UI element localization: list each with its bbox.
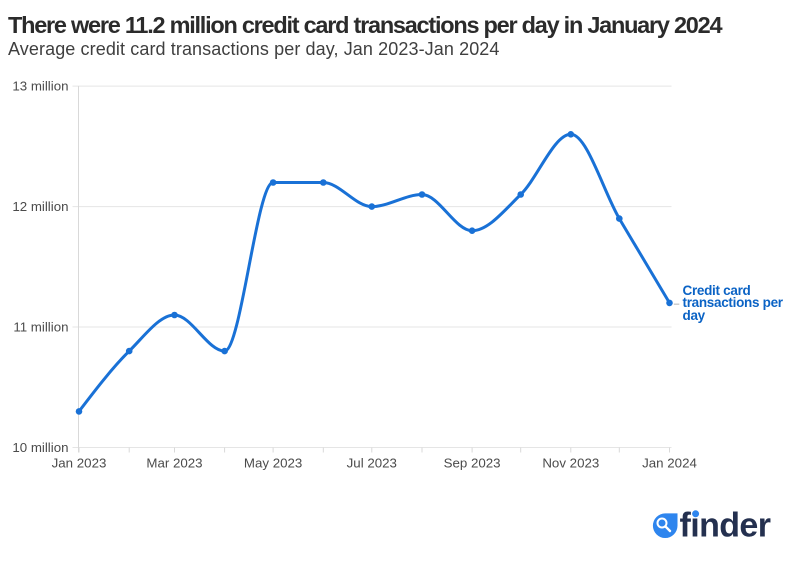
svg-text:May 2023: May 2023	[244, 456, 302, 471]
svg-text:12 million: 12 million	[12, 199, 68, 214]
svg-text:10 million: 10 million	[12, 440, 68, 455]
svg-text:Nov 2023: Nov 2023	[542, 456, 599, 471]
svg-text:11 million: 11 million	[13, 319, 68, 334]
svg-text:Mar 2023: Mar 2023	[146, 456, 202, 471]
svg-text:13 million: 13 million	[12, 78, 68, 93]
svg-text:Jul 2023: Jul 2023	[347, 456, 397, 471]
svg-text:Jan 2024: Jan 2024	[642, 456, 697, 471]
svg-text:Sep 2023: Sep 2023	[444, 456, 501, 471]
svg-text:Jan 2023: Jan 2023	[52, 456, 107, 471]
